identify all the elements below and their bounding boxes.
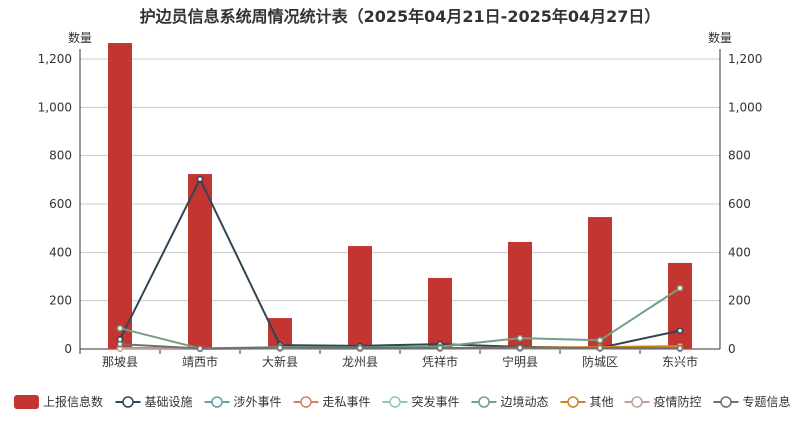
- y-tick-right: 1,200: [728, 52, 762, 66]
- y-axis-label-left: 数量: [68, 30, 92, 45]
- point-边境动态: [116, 324, 124, 332]
- y-tick-left: 0: [64, 342, 72, 356]
- legend-swatch-dot: [631, 396, 643, 408]
- point-专题信息: [516, 344, 524, 352]
- y-tick-left: 1,200: [38, 52, 72, 66]
- point-专题信息: [596, 344, 604, 352]
- point-专题信息: [676, 345, 684, 352]
- legend-swatch-dot: [211, 396, 223, 408]
- bar-那坡县: [108, 43, 132, 350]
- legend-swatch-dot: [300, 396, 312, 408]
- legend-label[interactable]: 涉外事件: [234, 395, 282, 409]
- legend-label[interactable]: 其他: [590, 395, 614, 409]
- legend-swatch-dot: [567, 396, 579, 408]
- x-tick-label: 龙州县: [342, 355, 378, 369]
- bar-宁明县: [508, 241, 532, 349]
- y-axis-label-right: 数量: [708, 30, 732, 45]
- legend-label[interactable]: 走私事件: [323, 395, 371, 409]
- point-专题信息: [356, 344, 364, 352]
- point-基础设施: [196, 175, 204, 183]
- line-专题信息: [119, 343, 681, 350]
- point-专题信息: [276, 344, 284, 352]
- point-边境动态: [516, 334, 524, 342]
- point-专题信息: [196, 345, 204, 352]
- legend-label[interactable]: 专题信息: [743, 394, 791, 409]
- point-边境动态: [676, 284, 684, 292]
- point-基础设施: [676, 327, 684, 334]
- point-专题信息: [436, 344, 444, 352]
- x-tick-label: 防城区: [582, 354, 618, 369]
- legend-swatch-dot: [478, 396, 490, 408]
- y-tick-right: 200: [728, 294, 751, 308]
- x-tick-label: 凭祥市: [422, 354, 458, 369]
- bar-东兴市: [668, 262, 692, 349]
- chart-title: 护边员信息系统周情况统计表（2025年04月21日-2025年04月27日）: [139, 7, 661, 26]
- y-tick-left: 1,000: [38, 100, 72, 114]
- legend-label[interactable]: 上报信息数: [43, 394, 103, 409]
- legend-label[interactable]: 疫情防控: [654, 394, 702, 409]
- point-专题信息: [116, 340, 124, 348]
- legend-swatch-dot: [389, 396, 401, 408]
- x-tick-label: 靖西市: [182, 354, 218, 369]
- legend-label[interactable]: 突发事件: [412, 394, 460, 409]
- legend-label[interactable]: 基础设施: [145, 395, 193, 409]
- legend-swatch-dot: [720, 396, 732, 408]
- x-tick-label: 东兴市: [662, 354, 698, 369]
- x-tick-label: 那坡县: [102, 355, 138, 369]
- legend-swatch-dot: [122, 396, 134, 408]
- y-tick-right: 400: [728, 245, 751, 259]
- y-tick-right: 0: [728, 342, 736, 356]
- y-tick-left: 800: [49, 149, 72, 163]
- x-tick-label: 大新县: [262, 354, 298, 369]
- bar-靖西市: [188, 174, 212, 349]
- y-tick-left: 400: [49, 245, 72, 259]
- bar-防城区: [588, 217, 612, 349]
- legend-label[interactable]: 边境动态: [501, 394, 549, 409]
- point-边境动态: [596, 337, 604, 344]
- y-tick-right: 800: [728, 149, 751, 163]
- bar-凭祥市: [428, 277, 452, 349]
- x-tick-label: 宁明县: [502, 354, 538, 369]
- legend-swatch: [14, 395, 39, 409]
- bar-龙州县: [348, 246, 372, 349]
- y-tick-right: 600: [728, 197, 751, 211]
- y-tick-left: 200: [49, 294, 72, 308]
- y-tick-left: 600: [49, 197, 72, 211]
- y-tick-right: 1,000: [728, 100, 762, 114]
